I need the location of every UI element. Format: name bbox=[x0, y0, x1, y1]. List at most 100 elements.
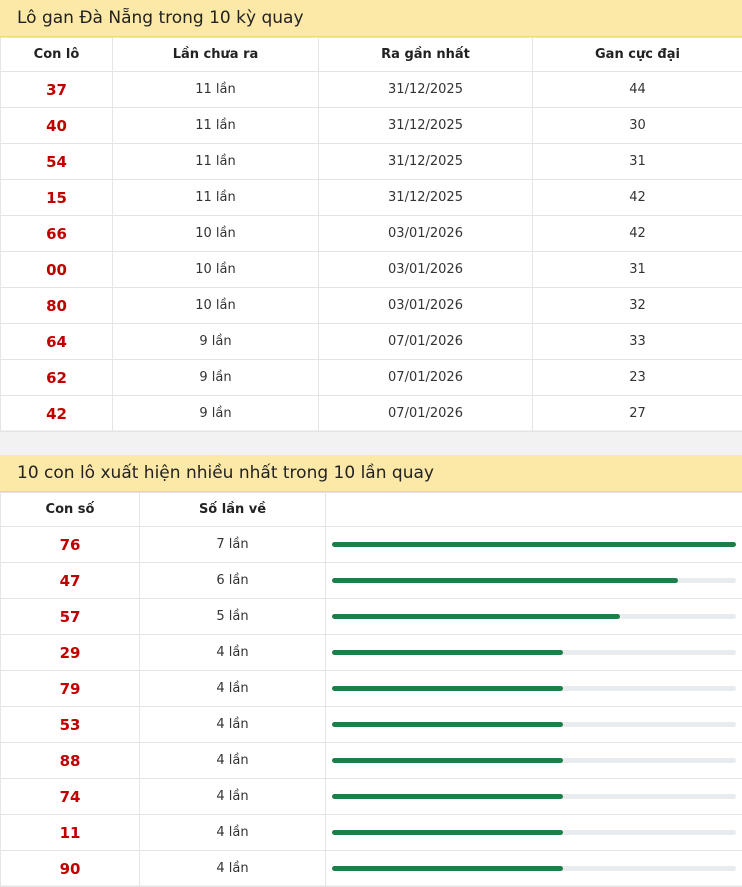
con-lo-cell: 66 bbox=[1, 216, 113, 252]
lan-chua-ra-cell: 10 lần bbox=[113, 252, 319, 288]
lan-chua-ra-cell: 10 lần bbox=[113, 288, 319, 324]
frequency-bar-track bbox=[332, 722, 736, 727]
con-so-cell: 79 bbox=[1, 671, 140, 707]
frequency-bar-fill bbox=[332, 686, 563, 691]
frequency-bar-cell bbox=[326, 671, 742, 707]
lan-chua-ra-cell: 11 lần bbox=[113, 72, 319, 108]
gan-cuc-dai-cell: 27 bbox=[533, 396, 742, 432]
frequency-bar-track bbox=[332, 614, 736, 619]
ra-gan-nhat-cell: 31/12/2025 bbox=[319, 108, 533, 144]
frequency-bar-cell bbox=[326, 563, 742, 599]
con-so-cell: 88 bbox=[1, 743, 140, 779]
column-header-ra-gan-nhat: Ra gần nhất bbox=[319, 38, 533, 72]
frequency-bar-fill bbox=[332, 830, 563, 835]
lan-chua-ra-cell: 9 lần bbox=[113, 396, 319, 432]
lo-gan-header-row: Con lô Lần chưa ra Ra gần nhất Gan cực đ… bbox=[1, 38, 742, 72]
ra-gan-nhat-cell: 03/01/2026 bbox=[319, 252, 533, 288]
lo-gan-table: Con lô Lần chưa ra Ra gần nhất Gan cực đ… bbox=[0, 37, 742, 432]
gan-cuc-dai-cell: 32 bbox=[533, 288, 742, 324]
gan-cuc-dai-cell: 23 bbox=[533, 360, 742, 396]
ra-gan-nhat-cell: 07/01/2026 bbox=[319, 360, 533, 396]
ra-gan-nhat-cell: 07/01/2026 bbox=[319, 396, 533, 432]
frequency-bar-fill bbox=[332, 614, 620, 619]
top-lo-panel: 10 con lô xuất hiện nhiều nhất trong 10 … bbox=[0, 455, 742, 885]
frequency-bar-cell bbox=[326, 743, 742, 779]
gan-cuc-dai-cell: 31 bbox=[533, 252, 742, 288]
frequency-bar-track bbox=[332, 866, 736, 871]
frequency-bar-fill bbox=[332, 722, 563, 727]
lan-chua-ra-cell: 11 lần bbox=[113, 144, 319, 180]
con-lo-cell: 40 bbox=[1, 108, 113, 144]
frequency-bar-cell bbox=[326, 851, 742, 887]
con-lo-cell: 00 bbox=[1, 252, 113, 288]
frequency-bar-fill bbox=[332, 650, 563, 655]
lan-chua-ra-cell: 10 lần bbox=[113, 216, 319, 252]
column-header-lan-chua-ra: Lần chưa ra bbox=[113, 38, 319, 72]
con-lo-cell: 80 bbox=[1, 288, 113, 324]
gan-cuc-dai-cell: 30 bbox=[533, 108, 742, 144]
con-so-cell: 11 bbox=[1, 815, 140, 851]
con-so-cell: 90 bbox=[1, 851, 140, 887]
so-lan-ve-cell: 6 lần bbox=[140, 563, 326, 599]
lan-chua-ra-cell: 11 lần bbox=[113, 180, 319, 216]
lan-chua-ra-cell: 11 lần bbox=[113, 108, 319, 144]
frequency-bar-fill bbox=[332, 542, 736, 547]
con-lo-cell: 37 bbox=[1, 72, 113, 108]
frequency-bar-cell bbox=[326, 635, 742, 671]
frequency-bar-track bbox=[332, 686, 736, 691]
column-header-con-so: Con số bbox=[1, 493, 140, 527]
con-so-cell: 74 bbox=[1, 779, 140, 815]
so-lan-ve-cell: 4 lần bbox=[140, 779, 326, 815]
gan-cuc-dai-cell: 42 bbox=[533, 180, 742, 216]
lo-gan-panel: Lô gan Đà Nẵng trong 10 kỳ quay Con lô L… bbox=[0, 0, 742, 430]
ra-gan-nhat-cell: 31/12/2025 bbox=[319, 180, 533, 216]
ra-gan-nhat-cell: 03/01/2026 bbox=[319, 288, 533, 324]
so-lan-ve-cell: 4 lần bbox=[140, 851, 326, 887]
top-lo-title: 10 con lô xuất hiện nhiều nhất trong 10 … bbox=[0, 455, 742, 492]
frequency-bar-cell bbox=[326, 779, 742, 815]
frequency-bar-track bbox=[332, 830, 736, 835]
frequency-bar-fill bbox=[332, 794, 563, 799]
frequency-bar-track bbox=[332, 650, 736, 655]
gan-cuc-dai-cell: 42 bbox=[533, 216, 742, 252]
ra-gan-nhat-cell: 31/12/2025 bbox=[319, 72, 533, 108]
column-header-bar bbox=[326, 493, 742, 527]
frequency-bar-track bbox=[332, 542, 736, 547]
ra-gan-nhat-cell: 03/01/2026 bbox=[319, 216, 533, 252]
con-so-cell: 76 bbox=[1, 527, 140, 563]
gan-cuc-dai-cell: 33 bbox=[533, 324, 742, 360]
frequency-bar-cell bbox=[326, 599, 742, 635]
con-lo-cell: 62 bbox=[1, 360, 113, 396]
frequency-bar-cell bbox=[326, 707, 742, 743]
so-lan-ve-cell: 4 lần bbox=[140, 707, 326, 743]
ra-gan-nhat-cell: 31/12/2025 bbox=[319, 144, 533, 180]
column-header-con-lo: Con lô bbox=[1, 38, 113, 72]
gan-cuc-dai-cell: 31 bbox=[533, 144, 742, 180]
frequency-bar-fill bbox=[332, 578, 678, 583]
column-header-gan-cuc-dai: Gan cực đại bbox=[533, 38, 742, 72]
so-lan-ve-cell: 4 lần bbox=[140, 743, 326, 779]
top-lo-header-row: Con số Số lần về bbox=[1, 493, 742, 527]
so-lan-ve-cell: 4 lần bbox=[140, 671, 326, 707]
con-so-cell: 57 bbox=[1, 599, 140, 635]
